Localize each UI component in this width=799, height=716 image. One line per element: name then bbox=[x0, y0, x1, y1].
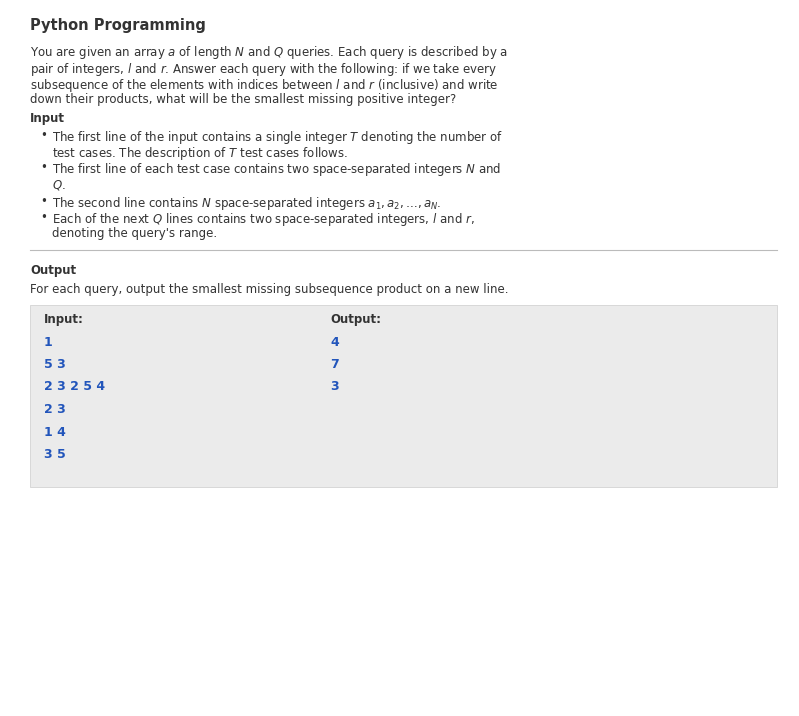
Text: For each query, output the smallest missing subsequence product on a new line.: For each query, output the smallest miss… bbox=[30, 283, 508, 296]
Text: denoting the query's range.: denoting the query's range. bbox=[52, 228, 217, 241]
Text: 4: 4 bbox=[330, 336, 339, 349]
Text: Each of the next $Q$ lines contains two space-separated integers, $l$ and $r$,: Each of the next $Q$ lines contains two … bbox=[52, 211, 475, 228]
Text: down their products, what will be the smallest missing positive integer?: down their products, what will be the sm… bbox=[30, 94, 456, 107]
Text: Python Programming: Python Programming bbox=[30, 18, 206, 33]
Text: $Q$.: $Q$. bbox=[52, 178, 66, 192]
Text: Output: Output bbox=[30, 264, 76, 277]
Text: 3: 3 bbox=[330, 380, 339, 394]
Text: The first line of the input contains a single integer $T$ denoting the number of: The first line of the input contains a s… bbox=[52, 128, 503, 145]
Text: 2 3: 2 3 bbox=[44, 403, 66, 416]
Text: You are given an array $a$ of length $N$ and $Q$ queries. Each query is describe: You are given an array $a$ of length $N$… bbox=[30, 44, 508, 61]
Text: •: • bbox=[40, 162, 47, 175]
FancyBboxPatch shape bbox=[30, 305, 777, 486]
Text: •: • bbox=[40, 128, 47, 142]
Text: •: • bbox=[40, 211, 47, 224]
Text: test cases. The description of $T$ test cases follows.: test cases. The description of $T$ test … bbox=[52, 145, 348, 162]
Text: Input:: Input: bbox=[44, 313, 84, 326]
Text: 1: 1 bbox=[44, 336, 53, 349]
Text: The first line of each test case contains two space-separated integers $N$ and: The first line of each test case contain… bbox=[52, 162, 501, 178]
Text: pair of integers, $l$ and $r$. Answer each query with the following: if we take : pair of integers, $l$ and $r$. Answer ea… bbox=[30, 60, 498, 77]
Text: 1 4: 1 4 bbox=[44, 425, 66, 438]
Text: subsequence of the elements with indices between $l$ and $r$ (inclusive) and wri: subsequence of the elements with indices… bbox=[30, 77, 499, 94]
Text: The second line contains $N$ space-separated integers $a_1, a_2, \ldots, a_N$.: The second line contains $N$ space-separ… bbox=[52, 195, 442, 211]
Text: Output:: Output: bbox=[330, 313, 381, 326]
Text: 7: 7 bbox=[330, 358, 339, 371]
Text: 3 5: 3 5 bbox=[44, 448, 66, 461]
Text: •: • bbox=[40, 195, 47, 208]
Text: 5 3: 5 3 bbox=[44, 358, 66, 371]
Text: 2 3 2 5 4: 2 3 2 5 4 bbox=[44, 380, 105, 394]
Text: Input: Input bbox=[30, 112, 65, 125]
